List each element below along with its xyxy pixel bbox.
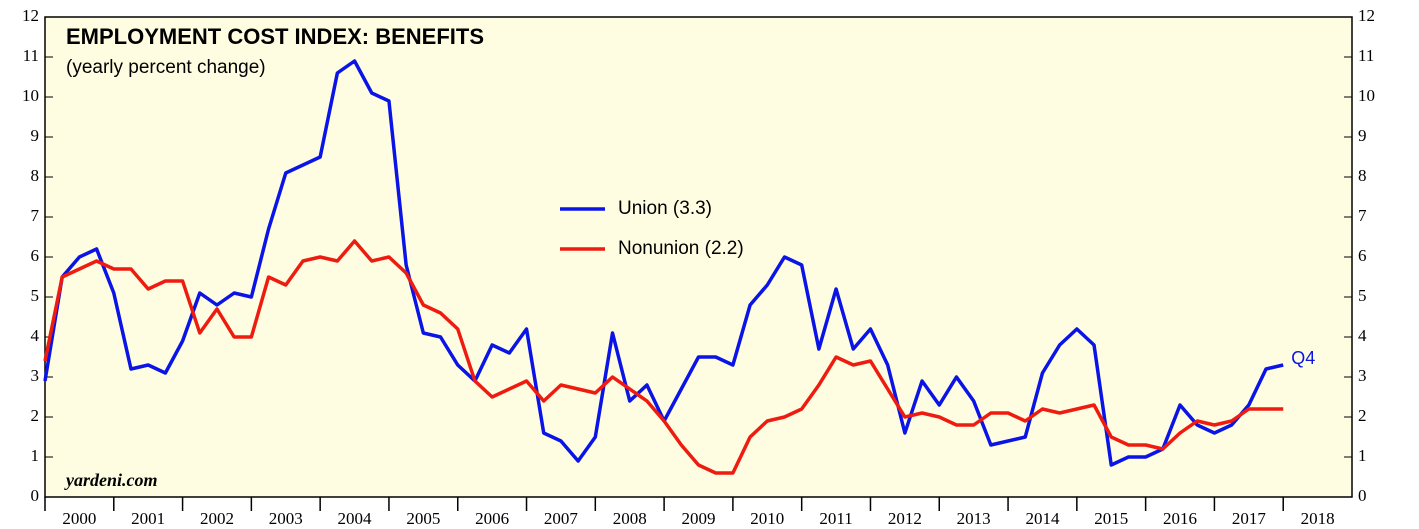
x-tick-label: 2001	[131, 509, 165, 528]
x-tick-label: 2007	[544, 509, 579, 528]
y-tick-label: 5	[31, 286, 40, 305]
legend-label: Union (3.3)	[618, 198, 712, 219]
x-tick-label: 2018	[1301, 509, 1335, 528]
x-tick-label: 2000	[62, 509, 96, 528]
y2-tick-label: 10	[1358, 86, 1375, 105]
x-tick-label: 2003	[269, 509, 303, 528]
y2-tick-label: 11	[1358, 46, 1374, 65]
x-tick-label: 2005	[406, 509, 440, 528]
y2-tick-label: 4	[1358, 326, 1367, 345]
x-tick-label: 2009	[682, 509, 716, 528]
y2-tick-label: 2	[1358, 406, 1367, 425]
y-tick-label: 3	[31, 366, 40, 385]
x-tick-label: 2016	[1163, 509, 1197, 528]
y-tick-label: 0	[31, 486, 40, 505]
y-tick-label: 4	[31, 326, 40, 345]
y2-tick-label: 7	[1358, 206, 1367, 225]
line-series	[43, 239, 1284, 475]
y-tick-label: 8	[31, 166, 40, 185]
y-tick-label: 6	[31, 246, 40, 265]
y2-tick-label: 5	[1358, 286, 1367, 305]
y-tick-label: 2	[31, 406, 40, 425]
x-tick-label: 2011	[819, 509, 852, 528]
chart-subtitle: (yearly percent change)	[66, 57, 266, 78]
x-tick-label: 2014	[1025, 509, 1060, 528]
x-tick-label: 2004	[338, 509, 373, 528]
x-tick-label: 2015	[1094, 509, 1128, 528]
y-tick-label: 1	[31, 446, 40, 465]
y-tick-label: 7	[31, 206, 40, 225]
x-tick-label: 2013	[957, 509, 991, 528]
y-tick-label: 9	[31, 126, 40, 145]
y2-tick-label: 9	[1358, 126, 1367, 145]
y2-tick-label: 12	[1358, 6, 1375, 25]
y-tick-label: 10	[22, 86, 39, 105]
x-tick-label: 2002	[200, 509, 234, 528]
y2-tick-label: 0	[1358, 486, 1367, 505]
y2-tick-label: 1	[1358, 446, 1367, 465]
y-tick-label: 12	[22, 6, 39, 25]
x-tick-label: 2017	[1232, 509, 1267, 528]
x-tick-label: 2008	[613, 509, 647, 528]
y-tick-label: 11	[23, 46, 39, 65]
x-tick-label: 2010	[750, 509, 784, 528]
chart-title: EMPLOYMENT COST INDEX: BENEFITS	[66, 24, 484, 49]
source: yardeni.com	[64, 470, 158, 490]
x-tick-label: 2012	[888, 509, 922, 528]
y2-tick-label: 6	[1358, 246, 1367, 265]
y2-tick-label: 8	[1358, 166, 1367, 185]
legend-label: Nonunion (2.2)	[618, 238, 744, 259]
x-tick-label: 2006	[475, 509, 509, 528]
annotation: Q4	[1291, 348, 1315, 368]
y2-tick-label: 3	[1358, 366, 1367, 385]
